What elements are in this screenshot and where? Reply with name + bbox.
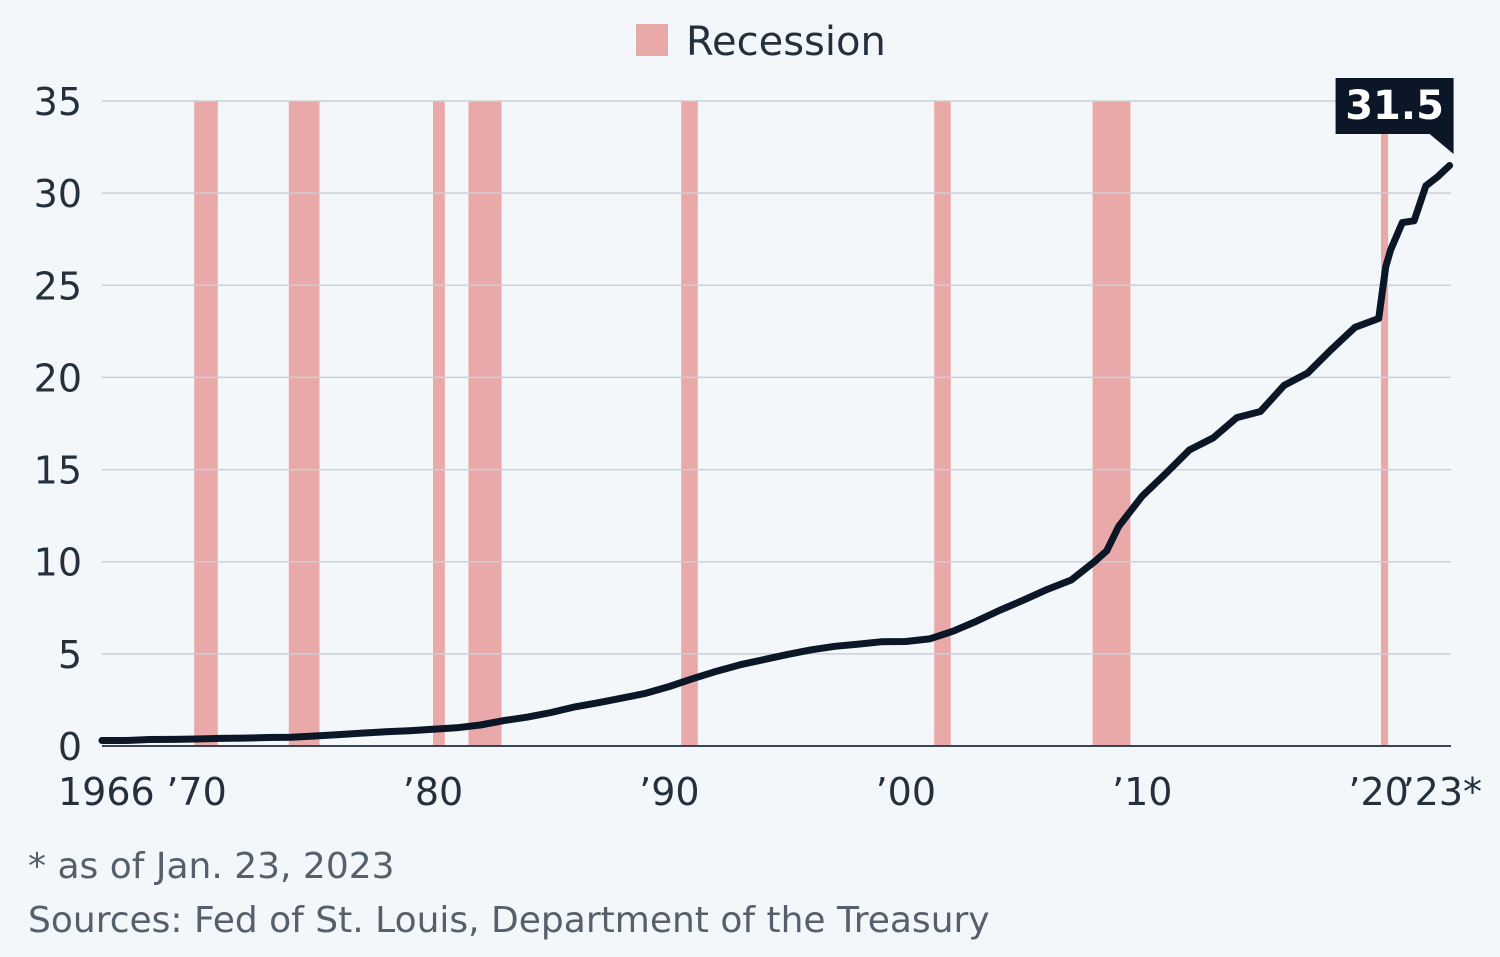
- gridlines: [102, 100, 1451, 655]
- footnote-date: * as of Jan. 23, 2023: [28, 846, 395, 887]
- value-callout: 31.5: [1335, 78, 1454, 154]
- debt-line-chart: Recession 0 5 10 15 20 25 30 35 1966’70 ’80 ’90 ’0…: [34, 19, 1482, 814]
- x-tick-label-1: ’70: [166, 770, 226, 814]
- y-tick-label-20: 20: [34, 356, 82, 400]
- recession-bands: [194, 101, 1389, 746]
- chart-legend: Recession: [636, 19, 886, 65]
- x-tick-label-5: ’10: [1112, 770, 1172, 814]
- y-tick-label-0: 0: [58, 725, 82, 769]
- y-tick-label-5: 5: [58, 633, 82, 677]
- y-tick-label-35: 35: [34, 80, 82, 124]
- x-tick-label-6: ’20: [1348, 770, 1408, 814]
- x-tick-label-7: ’23*: [1403, 770, 1482, 814]
- legend-swatch-recession: [636, 24, 668, 56]
- recession-band-5: [934, 101, 951, 746]
- x-tick-label-4: ’00: [876, 770, 936, 814]
- recession-band-1: [288, 101, 320, 746]
- y-tick-label-10: 10: [34, 541, 82, 585]
- y-tick-label-25: 25: [34, 264, 82, 308]
- x-axis-ticks: 1966’70 ’80 ’90 ’00 ’10 ’20’23*: [58, 770, 1482, 814]
- callout-box: [1335, 78, 1454, 154]
- legend-label-recession: Recession: [686, 19, 886, 65]
- recession-band-7: [1381, 101, 1389, 746]
- y-tick-label-15: 15: [34, 449, 82, 493]
- recession-band-2: [432, 101, 445, 746]
- recession-band-3: [468, 101, 502, 746]
- y-axis-ticks: 0 5 10 15 20 25 30 35: [34, 80, 82, 769]
- callout-label: 31.5: [1345, 83, 1444, 129]
- recession-band-4: [681, 101, 698, 746]
- series-line-debt: [98, 162, 1454, 744]
- x-tick-label-2: ’80: [403, 770, 463, 814]
- x-tick-label-3: ’90: [639, 770, 699, 814]
- recession-band-0: [194, 101, 218, 746]
- recession-band-6: [1092, 101, 1131, 746]
- x-tick-label-0: 1966: [58, 770, 155, 814]
- source-note: Sources: Fed of St. Louis, Department of…: [28, 900, 990, 941]
- y-tick-label-30: 30: [34, 172, 82, 216]
